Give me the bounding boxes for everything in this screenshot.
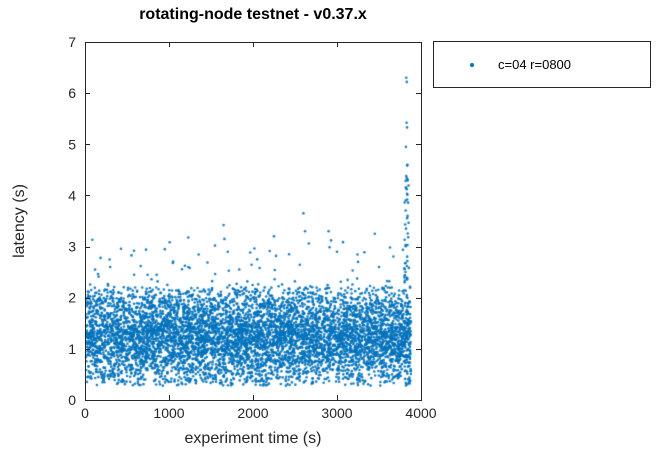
x-axis-label: experiment time (s)	[184, 430, 322, 447]
svg-text:6: 6	[68, 85, 76, 101]
svg-text:3000: 3000	[321, 405, 352, 421]
svg-text:4000: 4000	[405, 405, 436, 421]
svg-text:0: 0	[68, 392, 76, 408]
svg-text:3: 3	[68, 239, 76, 255]
svg-text:1: 1	[68, 341, 76, 357]
y-axis-label: latency (s)	[11, 184, 28, 258]
svg-text:5: 5	[68, 136, 76, 152]
svg-text:4: 4	[68, 187, 76, 203]
legend-marker-dot-icon	[470, 62, 474, 67]
svg-text:1000: 1000	[153, 405, 184, 421]
legend: c=04 r=0800	[433, 41, 651, 88]
legend-series-label: c=04 r=0800	[498, 57, 572, 72]
svg-text:0: 0	[81, 405, 89, 421]
chart-title: rotating-node testnet - v0.37.x	[139, 6, 367, 23]
svg-text:7: 7	[68, 34, 76, 50]
svg-text:2000: 2000	[237, 405, 268, 421]
svg-text:2: 2	[68, 290, 76, 306]
